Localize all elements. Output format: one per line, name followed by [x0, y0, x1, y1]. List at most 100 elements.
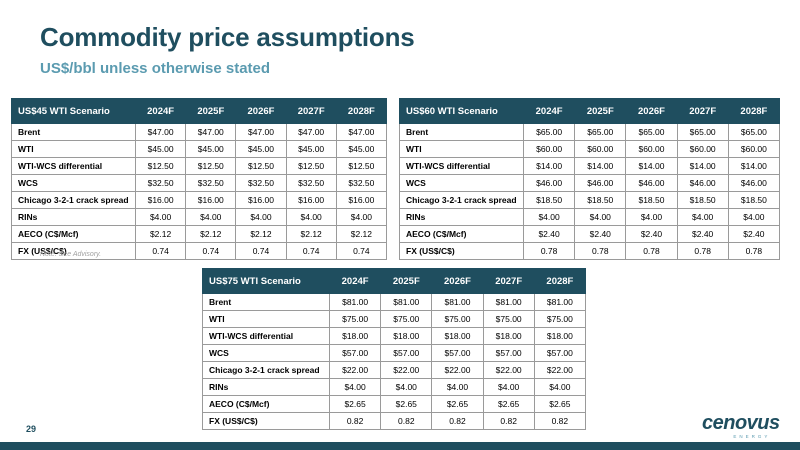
price-cell: $22.00 [431, 361, 484, 379]
year-header: 2026F [235, 98, 287, 124]
price-cell: $60.00 [574, 140, 627, 158]
year-header: 2027F [285, 98, 337, 124]
price-cell: $60.00 [522, 140, 576, 158]
price-cell: $14.00 [574, 157, 627, 175]
price-cell: $14.00 [625, 157, 678, 175]
table-row: WTI $75.00 $75.00 $75.00 $75.00 $75.00 [202, 310, 587, 328]
table-row: Chicago 3-2-1 crack spread $18.50 $18.50 $1… [399, 191, 781, 209]
price-cell: $2.40 [676, 225, 729, 243]
price-cell: $18.00 [482, 327, 535, 345]
price-cell: $2.12 [134, 225, 187, 243]
price-cell: $18.00 [380, 327, 433, 345]
table-row: RINs $4.00 $4.00 $4.00 $4.00 $4.00 [11, 208, 388, 226]
row-label: Chicago 3-2-1 crack spread [399, 191, 524, 209]
row-label: RINs [399, 208, 524, 226]
year-header: 2026F [625, 98, 678, 124]
price-cell: $47.00 [335, 123, 388, 141]
table-row: FX (US$/C$) 0.82 0.82 0.82 0.82 0.82 [202, 412, 587, 430]
scenario-table-45: US$45 WTI Scenario 2024F 2025F 2026F 2027F 20… [11, 98, 388, 260]
price-cell: $47.00 [285, 123, 337, 141]
price-cell: $18.00 [533, 327, 587, 345]
price-cell: $4.00 [533, 378, 587, 396]
price-cell: $75.00 [328, 310, 382, 328]
page-subtitle: US$/bbl unless otherwise stated [40, 60, 271, 77]
row-label: WTI [399, 140, 524, 158]
table-row: WTI-WCS differential $14.00 $14.00 $14.00 $1… [399, 157, 781, 175]
row-label: AECO (C$/Mcf) [11, 225, 136, 243]
price-cell: $2.65 [328, 395, 382, 413]
price-cell: $46.00 [727, 174, 781, 192]
price-cell: $16.00 [285, 191, 337, 209]
price-cell: $2.12 [235, 225, 287, 243]
row-label: WCS [399, 174, 524, 192]
year-header: 2028F [533, 268, 587, 294]
row-label: Brent [399, 123, 524, 141]
scenario-header: US$45 WTI Scenario [11, 98, 136, 124]
row-label: WCS [11, 174, 136, 192]
price-cell: $4.00 [380, 378, 433, 396]
table-row: RINs $4.00 $4.00 $4.00 $4.00 $4.00 [399, 208, 781, 226]
price-cell: 0.74 [185, 242, 237, 260]
row-label: AECO (C$/Mcf) [399, 225, 524, 243]
table-row: WTI-WCS differential $12.50 $12.50 $12.50 $1… [11, 157, 388, 175]
advisory-note: Note: See Advisory. [40, 251, 102, 258]
year-header: 2027F [482, 268, 535, 294]
row-label: AECO (C$/Mcf) [202, 395, 330, 413]
row-label: FX (US$/C$) [399, 242, 524, 260]
price-cell: $45.00 [185, 140, 237, 158]
price-cell: $12.50 [134, 157, 187, 175]
row-label: WTI-WCS differential [11, 157, 136, 175]
price-cell: $2.65 [533, 395, 587, 413]
price-cell: $32.50 [335, 174, 388, 192]
price-cell: $2.40 [574, 225, 627, 243]
row-label: Chicago 3-2-1 crack spread [202, 361, 330, 379]
price-cell: 0.82 [533, 412, 587, 430]
price-cell: $16.00 [134, 191, 187, 209]
price-cell: $18.00 [328, 327, 382, 345]
price-cell: $60.00 [676, 140, 729, 158]
price-cell: $14.00 [522, 157, 576, 175]
price-cell: $4.00 [235, 208, 287, 226]
price-cell: $4.00 [522, 208, 576, 226]
price-cell: $32.50 [235, 174, 287, 192]
price-cell: 0.78 [676, 242, 729, 260]
table-row: AECO (C$/Mcf) $2.12 $2.12 $2.12 $2.12 $2.12 [11, 225, 388, 243]
row-label: Brent [11, 123, 136, 141]
table-row: FX (US$/C$) 0.78 0.78 0.78 0.78 0.78 [399, 242, 781, 260]
price-cell: $32.50 [134, 174, 187, 192]
price-cell: $4.00 [328, 378, 382, 396]
price-cell: $45.00 [335, 140, 388, 158]
price-cell: 0.74 [285, 242, 337, 260]
price-cell: $46.00 [625, 174, 678, 192]
price-cell: $16.00 [335, 191, 388, 209]
price-cell: $65.00 [727, 123, 781, 141]
price-cell: $57.00 [533, 344, 587, 362]
price-cell: $2.12 [335, 225, 388, 243]
table-row: Brent $81.00 $81.00 $81.00 $81.00 $81.00 [202, 293, 587, 311]
price-cell: $75.00 [380, 310, 433, 328]
price-cell: $60.00 [727, 140, 781, 158]
price-cell: $12.50 [335, 157, 388, 175]
price-cell: $65.00 [625, 123, 678, 141]
price-cell: $4.00 [676, 208, 729, 226]
price-cell: $4.00 [285, 208, 337, 226]
row-label: WCS [202, 344, 330, 362]
table-row: Chicago 3-2-1 crack spread $16.00 $16.00 $1… [11, 191, 388, 209]
table-row: AECO (C$/Mcf) $2.40 $2.40 $2.40 $2.40 $2.40 [399, 225, 781, 243]
row-label: WTI [202, 310, 330, 328]
year-header: 2028F [727, 98, 781, 124]
price-cell: $2.12 [285, 225, 337, 243]
price-cell: $81.00 [482, 293, 535, 311]
price-cell: 0.74 [134, 242, 187, 260]
scenario-table-60: US$60 WTI Scenario 2024F 2025F 2026F 2027F 20… [399, 98, 781, 260]
row-label: FX (US$/C$) [11, 242, 136, 260]
row-label: Chicago 3-2-1 crack spread [11, 191, 136, 209]
price-cell: $4.00 [134, 208, 187, 226]
price-cell: $65.00 [522, 123, 576, 141]
price-cell: $57.00 [431, 344, 484, 362]
price-cell: $12.50 [235, 157, 287, 175]
price-cell: $14.00 [727, 157, 781, 175]
price-cell: 0.78 [625, 242, 678, 260]
price-cell: 0.82 [380, 412, 433, 430]
price-cell: $32.50 [285, 174, 337, 192]
